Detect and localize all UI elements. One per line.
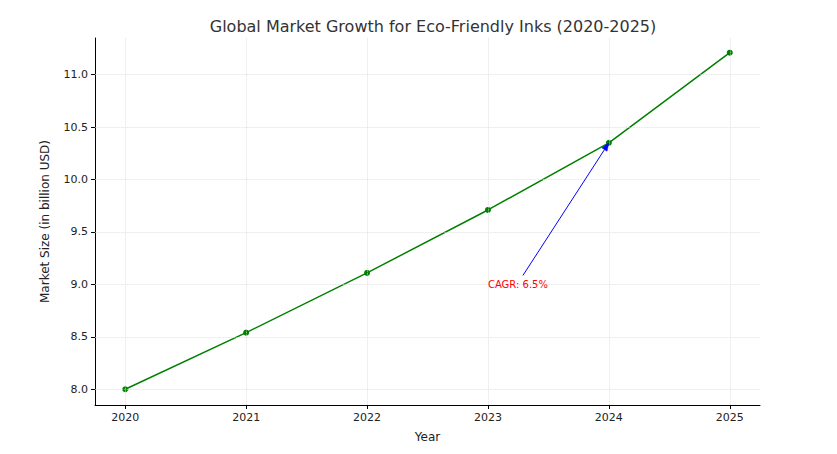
svg-text:Global Market Growth for Eco-F: Global Market Growth for Eco-Friendly In… [210, 17, 657, 36]
svg-text:9.5: 9.5 [71, 225, 89, 238]
svg-text:10.0: 10.0 [64, 173, 89, 186]
svg-text:9.0: 9.0 [71, 278, 89, 291]
svg-text:8.0: 8.0 [71, 383, 89, 396]
svg-text:2024: 2024 [595, 411, 623, 424]
svg-text:CAGR: 6.5%: CAGR: 6.5% [488, 279, 548, 290]
svg-text:10.5: 10.5 [64, 121, 89, 134]
svg-text:2020: 2020 [111, 411, 139, 424]
svg-text:Year: Year [414, 430, 440, 444]
svg-text:2021: 2021 [232, 411, 260, 424]
svg-text:2022: 2022 [353, 411, 381, 424]
svg-text:11.0: 11.0 [64, 68, 89, 81]
svg-text:2025: 2025 [716, 411, 744, 424]
svg-text:2023: 2023 [474, 411, 502, 424]
svg-text:8.5: 8.5 [71, 330, 89, 343]
svg-text:Market Size (in billion USD): Market Size (in billion USD) [38, 140, 52, 303]
